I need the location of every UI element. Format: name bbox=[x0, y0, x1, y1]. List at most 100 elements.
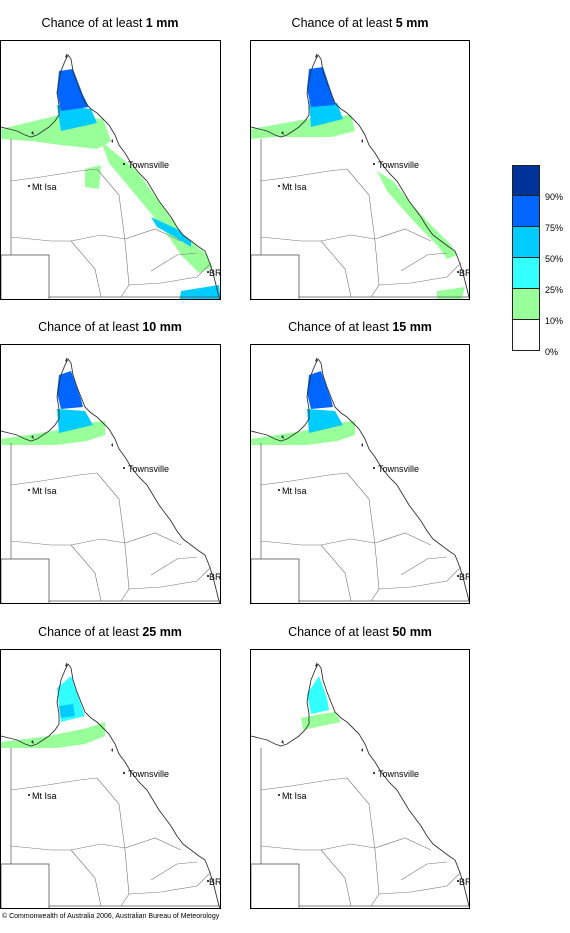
mt-isa-marker bbox=[28, 794, 30, 796]
panel-title: Chance of at least 1 mm bbox=[0, 16, 220, 30]
brisbane-label: BRIS bbox=[209, 572, 221, 582]
legend-swatch-90 bbox=[512, 196, 540, 227]
district-boundary bbox=[260, 234, 376, 242]
rain-probability-region bbox=[307, 371, 333, 409]
rain-probability-region bbox=[57, 69, 89, 111]
townsville-marker bbox=[373, 772, 375, 774]
district-boundary bbox=[374, 837, 432, 851]
district-boundary bbox=[374, 532, 432, 546]
panel-title-prefix: Chance of at least bbox=[291, 16, 396, 30]
district-boundary bbox=[70, 240, 102, 298]
district-boundary bbox=[320, 240, 352, 298]
panel-title-value: 1 mm bbox=[145, 16, 179, 30]
map-frame: Townsville Mt Isa BRIS bbox=[250, 344, 470, 604]
rain-probability-region bbox=[57, 371, 83, 409]
townsville-label: Townsville bbox=[128, 160, 169, 170]
panel-title-prefix: Chance of at least bbox=[288, 625, 393, 639]
inset-box bbox=[251, 254, 300, 299]
district-boundary bbox=[70, 544, 102, 602]
coastline bbox=[251, 54, 469, 299]
panel-title: Chance of at least 10 mm bbox=[0, 320, 220, 334]
rain-probability-region bbox=[307, 409, 343, 433]
coastline bbox=[1, 54, 220, 299]
district-boundary bbox=[320, 544, 352, 602]
panel-title: Chance of at least 15 mm bbox=[250, 320, 470, 334]
inset-box bbox=[1, 558, 50, 603]
mt-isa-label: Mt Isa bbox=[282, 791, 307, 801]
queensland-map: Townsville Mt Isa BRIS bbox=[1, 662, 220, 908]
rain-probability-region bbox=[151, 217, 191, 247]
district-boundary bbox=[378, 871, 462, 895]
queensland-map: Townsville Mt Isa BRIS bbox=[251, 662, 470, 908]
legend-label-0: 0% bbox=[545, 347, 559, 357]
rain-probability-region bbox=[307, 676, 329, 714]
rain-probability-region bbox=[57, 105, 97, 131]
copyright-notice: © Commonwealth of Australia 2006, Austra… bbox=[2, 913, 220, 920]
townsville-marker bbox=[373, 163, 375, 165]
map-frame: Townsville Mt Isa BRIS bbox=[0, 649, 221, 909]
rain-probability-region bbox=[85, 165, 101, 189]
district-boundary bbox=[128, 262, 212, 286]
map-frame: Townsville Mt Isa BRIS bbox=[0, 40, 221, 300]
mt-isa-marker bbox=[278, 489, 280, 491]
townsville-marker bbox=[373, 467, 375, 469]
district-boundary bbox=[96, 168, 130, 298]
townsville-label: Townsville bbox=[378, 160, 419, 170]
district-boundary bbox=[150, 861, 198, 881]
townsville-label: Townsville bbox=[128, 769, 169, 779]
brisbane-marker bbox=[207, 575, 209, 577]
brisbane-label: BRIS bbox=[209, 268, 221, 278]
rain-probability-region bbox=[57, 409, 93, 433]
district-boundary bbox=[150, 252, 198, 272]
district-boundary bbox=[400, 252, 448, 272]
district-boundary bbox=[10, 843, 126, 851]
queensland-map: Townsville Mt Isa BRIS bbox=[1, 53, 221, 299]
mt-isa-marker bbox=[28, 185, 30, 187]
rain-probability-region bbox=[307, 67, 335, 107]
mt-isa-marker bbox=[278, 794, 280, 796]
district-boundary bbox=[70, 849, 102, 907]
forecast-panel-15mm: Chance of at least 15 mm Townsville Mt Isa… bbox=[250, 320, 470, 628]
panel-title-value: 5 mm bbox=[395, 16, 429, 30]
legend-swatch-top bbox=[512, 165, 540, 196]
panel-title-prefix: Chance of at least bbox=[38, 625, 143, 639]
district-boundary bbox=[320, 849, 352, 907]
map-frame: Townsville Mt Isa BRIS bbox=[0, 344, 221, 604]
queensland-map: Townsville Mt Isa BRIS bbox=[251, 53, 469, 299]
brisbane-label: BRIS bbox=[459, 877, 470, 887]
legend-swatch-25 bbox=[512, 289, 540, 320]
district-boundary bbox=[124, 228, 182, 242]
mt-isa-label: Mt Isa bbox=[32, 486, 57, 496]
rain-probability-region bbox=[59, 704, 75, 718]
townsville-label: Townsville bbox=[378, 769, 419, 779]
coastline bbox=[1, 358, 220, 603]
mt-isa-marker bbox=[28, 489, 30, 491]
brisbane-marker bbox=[457, 880, 459, 882]
mt-isa-label: Mt Isa bbox=[282, 182, 307, 192]
rain-probability-region bbox=[179, 285, 220, 299]
district-boundary bbox=[400, 556, 448, 576]
coastline bbox=[1, 663, 220, 908]
panel-title-value: 15 mm bbox=[392, 320, 432, 334]
panel-title: Chance of at least 50 mm bbox=[250, 625, 470, 639]
panel-title: Chance of at least 25 mm bbox=[0, 625, 220, 639]
map-frame: Townsville Mt Isa BRIS bbox=[250, 40, 470, 300]
district-boundary bbox=[260, 168, 348, 182]
forecast-panel-5mm: Chance of at least 5 mm Townsville Mt Isa B… bbox=[250, 16, 470, 324]
panel-title-prefix: Chance of at least bbox=[288, 320, 393, 334]
forecast-panel-1mm: Chance of at least 1 mm Townsville Mt Isa B… bbox=[0, 16, 221, 324]
brisbane-marker bbox=[207, 880, 209, 882]
legend-label-90: 90% bbox=[545, 192, 564, 202]
district-boundary bbox=[346, 472, 380, 602]
legend-swatch-75 bbox=[512, 227, 540, 258]
brisbane-marker bbox=[457, 575, 459, 577]
district-boundary bbox=[128, 566, 212, 590]
rain-probability-region bbox=[1, 722, 105, 748]
district-boundary bbox=[260, 538, 376, 546]
district-boundary bbox=[128, 871, 212, 895]
brisbane-label: BRIS bbox=[459, 572, 470, 582]
district-boundary bbox=[374, 228, 432, 242]
brisbane-marker bbox=[457, 271, 459, 273]
panel-title-prefix: Chance of at least bbox=[41, 16, 146, 30]
forecast-panel-50mm: Chance of at least 50 mm Townsville Mt Isa… bbox=[250, 625, 470, 933]
